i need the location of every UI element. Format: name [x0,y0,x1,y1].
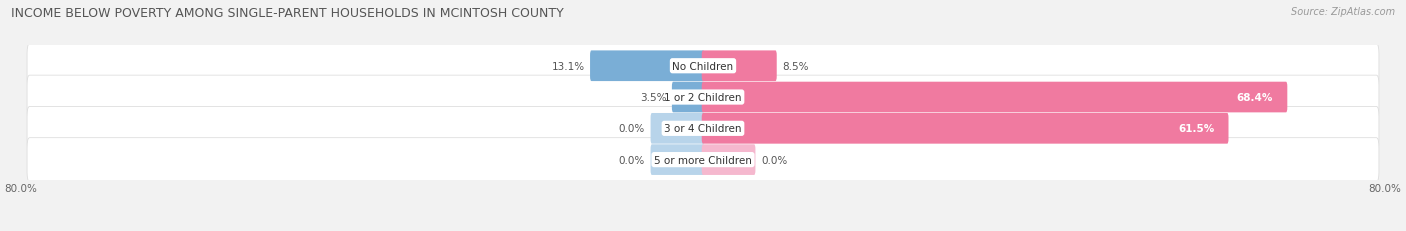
Text: 68.4%: 68.4% [1237,93,1274,103]
Text: 8.5%: 8.5% [782,61,808,71]
FancyBboxPatch shape [702,113,1229,144]
FancyBboxPatch shape [27,138,1379,182]
Text: 0.0%: 0.0% [619,155,645,165]
FancyBboxPatch shape [702,82,1288,113]
Text: 1 or 2 Children: 1 or 2 Children [664,93,742,103]
Text: 3.5%: 3.5% [640,93,666,103]
FancyBboxPatch shape [672,82,704,113]
Text: Source: ZipAtlas.com: Source: ZipAtlas.com [1291,7,1395,17]
Text: 0.0%: 0.0% [619,124,645,134]
FancyBboxPatch shape [27,45,1379,88]
Text: INCOME BELOW POVERTY AMONG SINGLE-PARENT HOUSEHOLDS IN MCINTOSH COUNTY: INCOME BELOW POVERTY AMONG SINGLE-PARENT… [11,7,564,20]
Text: No Children: No Children [672,61,734,71]
FancyBboxPatch shape [591,51,704,82]
Text: 3 or 4 Children: 3 or 4 Children [664,124,742,134]
FancyBboxPatch shape [27,76,1379,119]
FancyBboxPatch shape [27,107,1379,151]
FancyBboxPatch shape [702,51,776,82]
FancyBboxPatch shape [702,145,755,175]
Text: 5 or more Children: 5 or more Children [654,155,752,165]
Text: 0.0%: 0.0% [761,155,787,165]
Text: 61.5%: 61.5% [1178,124,1215,134]
FancyBboxPatch shape [651,145,704,175]
FancyBboxPatch shape [651,113,704,144]
Text: 13.1%: 13.1% [551,61,585,71]
